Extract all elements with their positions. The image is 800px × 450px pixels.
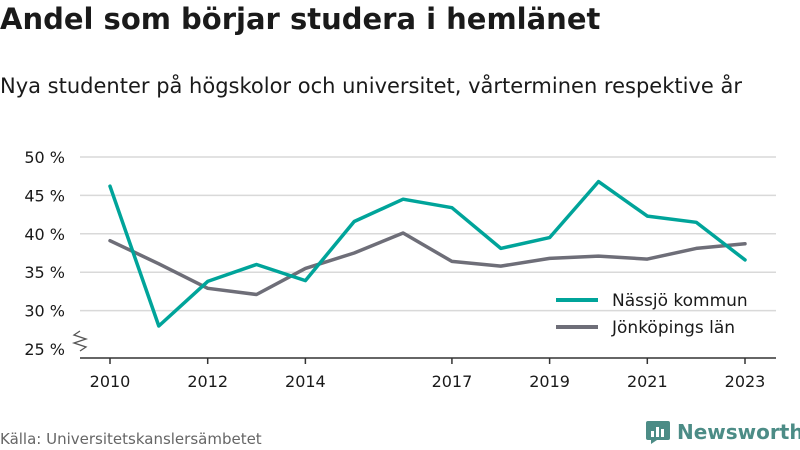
x-tick-label: 2010	[90, 372, 131, 391]
legend-label: Nässjö kommun	[612, 291, 748, 311]
series-line-nassjo	[108, 179, 747, 328]
y-tick-label: 45 %	[24, 186, 65, 205]
axis-break-icon	[71, 330, 89, 352]
brand-name: Newsworthy	[677, 420, 800, 444]
x-tick-label: 2021	[627, 372, 668, 391]
legend: Nässjö kommun Jönköpings län	[556, 291, 748, 338]
grid-lines	[71, 156, 776, 352]
source-note: Källa: Universitetskanslersämbetet	[0, 430, 262, 448]
x-tick-label: 2023	[725, 372, 766, 391]
x-tick-label: 2012	[187, 372, 228, 391]
legend-label: Jönköpings län	[611, 318, 735, 338]
x-tick-label: 2019	[529, 372, 570, 391]
series-line-jonkoping	[108, 231, 747, 297]
chart-title: Andel som börjar studera i hemlänet	[0, 2, 601, 36]
y-tick-label: 50 %	[24, 148, 65, 167]
y-tick-label: 25 %	[24, 340, 65, 359]
x-tick-label: 2014	[285, 372, 326, 391]
chart-subtitle: Nya studenter på högskolor och universit…	[0, 74, 742, 98]
x-tick-labels: 2010 2012 2014 2017 2019 2021 2023	[90, 358, 766, 391]
y-tick-label: 35 %	[24, 263, 65, 282]
x-tick-label: 2017	[432, 372, 473, 391]
newsworthy-logo-icon	[646, 421, 670, 444]
brand: Newsworthy	[645, 419, 800, 445]
y-tick-labels: 25 % 30 % 35 % 40 % 45 % 50 %	[24, 148, 65, 359]
series-lines	[108, 179, 747, 328]
y-tick-label: 40 %	[24, 225, 65, 244]
y-tick-label: 30 %	[24, 302, 65, 321]
